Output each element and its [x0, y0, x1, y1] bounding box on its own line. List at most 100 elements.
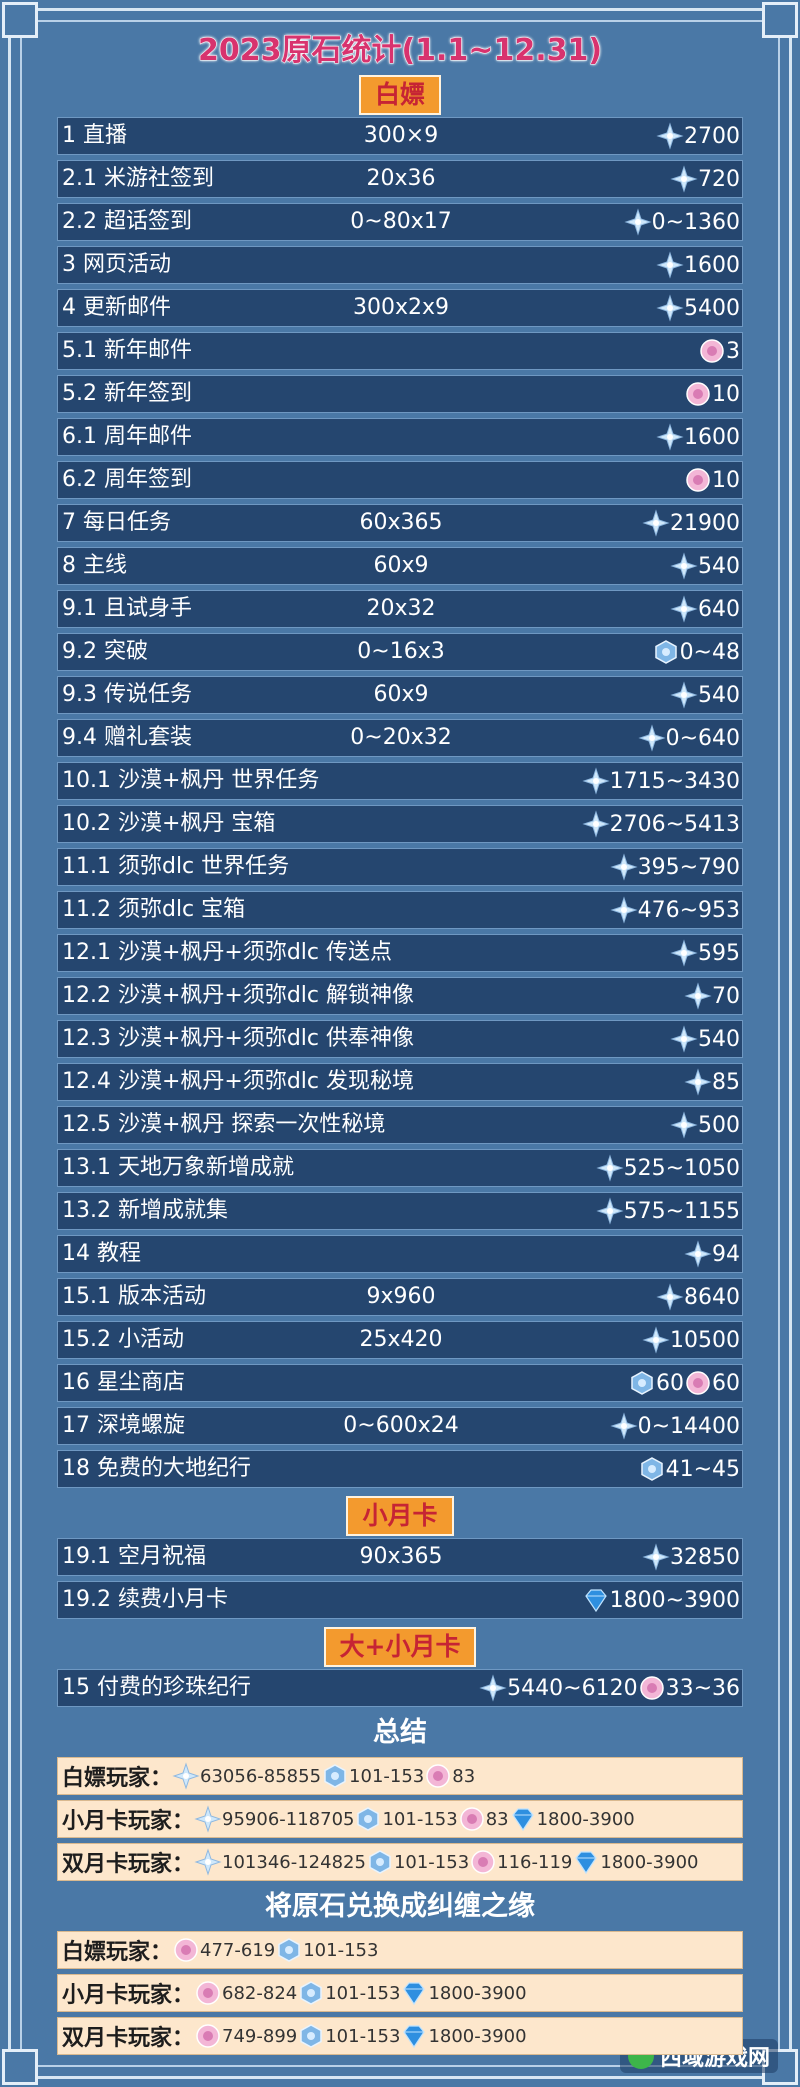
amount: 1800-3900 [428, 2025, 527, 2047]
summary-heading: 将原石兑换成纠缠之缘 [265, 1891, 535, 1922]
fate-icon [700, 339, 724, 363]
row-label: 2.1 米游社签到 [62, 166, 214, 191]
amount: 500 [698, 1112, 740, 1138]
amount: 2706~5413 [609, 811, 740, 837]
corner [762, 2, 798, 38]
amount: 0~1360 [651, 209, 740, 235]
table-row: 13.1 天地万象新增成就 525~1050 [57, 1149, 743, 1187]
amount: 101-153 [325, 1982, 401, 2004]
row-label: 15.1 版本活动 [62, 1284, 206, 1309]
summary-amounts: 749-899 101-153 1800-3900 [194, 2022, 527, 2050]
stardust-icon [640, 1457, 663, 1481]
table-row: 19.2 续费小月卡 1800~3900 [57, 1581, 743, 1619]
primogem-icon [581, 767, 610, 795]
table-row: 15.2 小活动 25x420 10500 [57, 1321, 743, 1359]
amount: 116-119 [497, 1851, 573, 1873]
amount: 525~1050 [623, 1155, 740, 1181]
summary-amounts: 95906-118705 101-153 83 1800-3900 [194, 1805, 635, 1833]
table-row: 17 深境螺旋 0~600x24 0~14400 [57, 1407, 743, 1445]
fate-icon [196, 1981, 220, 2005]
primogem-icon [595, 1154, 624, 1182]
amount: 0~640 [665, 725, 740, 751]
primogem-icon [609, 896, 638, 924]
row-formula: 60x9 [373, 553, 429, 578]
row-formula: 300x2x9 [352, 295, 450, 320]
row-amounts: 60 60 [628, 1365, 740, 1401]
row-amounts: 540 [670, 548, 740, 584]
section-heading: 小月卡 [346, 1496, 454, 1536]
primogem-icon [684, 1068, 712, 1096]
primogem-icon [670, 1111, 698, 1139]
amount: 476~953 [637, 897, 740, 923]
summary-amounts: 101346-124825 101-153 116-119 1800-3900 [194, 1848, 699, 1876]
table-row: 11.1 须弥dlc 世界任务 395~790 [57, 848, 743, 886]
summary-label: 白嫖玩家： [62, 1766, 173, 1791]
primogem-icon [656, 122, 684, 150]
row-amounts: 476~953 [609, 892, 740, 928]
table-row: 10.1 沙漠+枫丹 世界任务 1715~3430 [57, 762, 743, 800]
table-row: 19.1 空月祝福 90x365 32850 [57, 1538, 743, 1576]
crystal-icon [511, 1808, 534, 1832]
primogem-icon [656, 294, 684, 322]
row-amounts: 10 [684, 462, 740, 498]
row-label: 4 更新邮件 [62, 295, 171, 320]
row-label: 10.1 沙漠+枫丹 世界任务 [62, 768, 320, 793]
row-amounts: 21900 [642, 505, 740, 541]
summary-label: 小月卡玩家： [62, 1983, 195, 2008]
primogem-icon [656, 1283, 684, 1311]
row-amounts: 94 [684, 1236, 740, 1272]
row-amounts: 5440~6120 33~36 [479, 1670, 740, 1706]
row-amounts: 720 [670, 161, 740, 197]
row-label: 5.1 新年邮件 [62, 338, 192, 363]
table-row: 7 每日任务 60x365 21900 [57, 504, 743, 542]
section-heading: 大+小月卡 [323, 1627, 477, 1667]
row-formula: 0~80x17 [350, 209, 452, 234]
table-row: 12.1 沙漠+枫丹+须弥dlc 传送点 595 [57, 934, 743, 972]
amount: 85 [712, 1069, 740, 1095]
amount: 60 [656, 1370, 684, 1396]
summary-heading: 总结 [373, 1717, 427, 1748]
section-heading-wrap: 小月卡 [0, 1494, 800, 1536]
summary-row: 双月卡玩家： 749-899 101-153 1800-3900 [57, 2017, 743, 2055]
row-label: 12.2 沙漠+枫丹+须弥dlc 解锁神像 [62, 983, 415, 1008]
primogem-icon [670, 552, 698, 580]
amount: 101346-124825 [222, 1851, 366, 1873]
row-amounts: 640 [670, 591, 740, 627]
primogem-icon [656, 251, 684, 279]
table-row: 12.5 沙漠+枫丹 探索一次性秘境 500 [57, 1106, 743, 1144]
table-row: 6.2 周年签到 10 [57, 461, 743, 499]
row-formula: 60x9 [373, 682, 429, 707]
row-label: 15.2 小活动 [62, 1327, 184, 1352]
amount: 101-153 [325, 2025, 401, 2047]
fate-icon [426, 1764, 451, 1788]
amount: 749-899 [222, 2025, 298, 2047]
crystal-icon [584, 1589, 607, 1613]
fate-icon [639, 1676, 664, 1700]
table-row: 1 直播 300×9 2700 [57, 117, 743, 155]
amount: 1600 [684, 252, 740, 278]
row-amounts: 500 [670, 1107, 740, 1143]
row-label: 12.4 沙漠+枫丹+须弥dlc 发现秘境 [62, 1069, 415, 1094]
row-formula: 90x365 [359, 1544, 443, 1569]
table-row: 14 教程 94 [57, 1235, 743, 1273]
amount: 33~36 [665, 1675, 740, 1701]
row-label: 6.1 周年邮件 [62, 424, 192, 449]
row-amounts: 5400 [656, 290, 740, 326]
stardust-icon [631, 1371, 653, 1395]
corner [2, 2, 38, 38]
row-label: 5.2 新年签到 [62, 381, 192, 406]
row-label: 10.2 沙漠+枫丹 宝箱 [62, 811, 276, 836]
row-amounts: 0~640 [637, 720, 740, 756]
row-formula: 0~600x24 [343, 1413, 459, 1438]
primogem-icon [642, 1326, 670, 1354]
row-label: 12.3 沙漠+枫丹+须弥dlc 供奉神像 [62, 1026, 415, 1051]
row-amounts: 10 [684, 376, 740, 412]
amount: 640 [698, 596, 740, 622]
table-row: 5.2 新年签到 10 [57, 375, 743, 413]
amount: 477-619 [200, 1939, 276, 1961]
amount: 10 [712, 381, 740, 407]
table-row: 9.3 传说任务 60x9 540 [57, 676, 743, 714]
amount: 95906-118705 [222, 1808, 355, 1830]
row-label: 9.1 且试身手 [62, 596, 192, 621]
summary-row: 白嫖玩家： 63056-85855 101-153 83 [57, 1757, 743, 1795]
